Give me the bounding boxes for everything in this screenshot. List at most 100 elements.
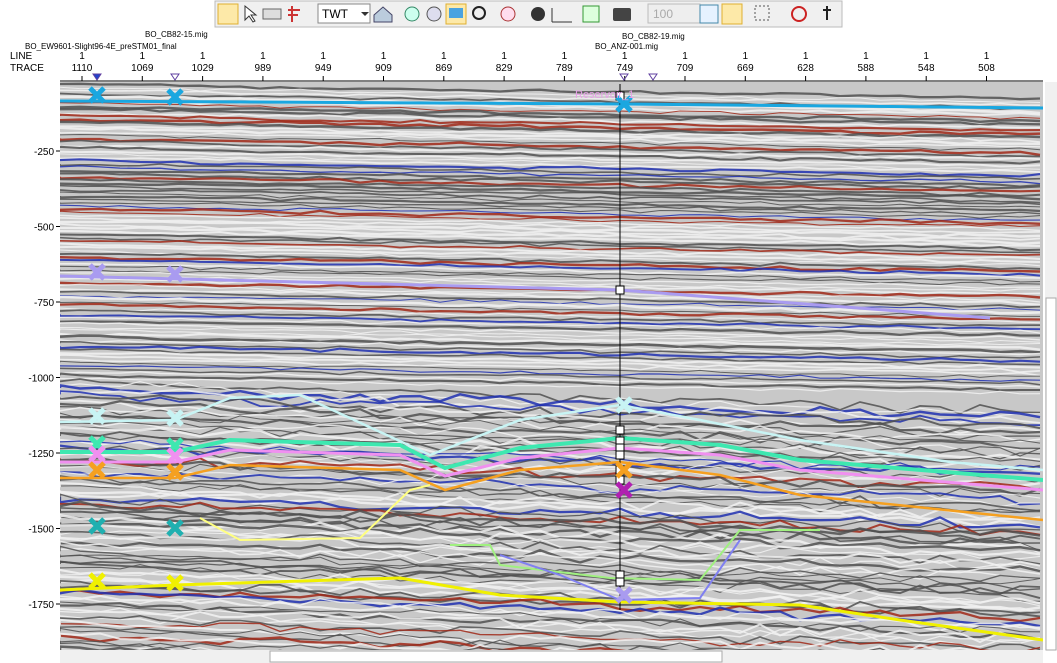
axis-tool[interactable] — [551, 8, 572, 23]
toolbar: TWT 100 — [214, 0, 843, 28]
reflector — [60, 450, 1041, 488]
dropdown-arrow — [361, 12, 369, 16]
camera-tool[interactable] — [613, 8, 631, 21]
line-number: 1 — [562, 51, 568, 62]
reflector — [60, 229, 1041, 247]
horizon-tie — [615, 396, 633, 414]
reflector — [60, 412, 1041, 444]
pin-tool[interactable] — [823, 6, 831, 20]
reflector — [60, 406, 1041, 440]
select-tool[interactable] — [244, 4, 258, 23]
reflector — [60, 332, 1041, 351]
reflector — [60, 431, 1041, 471]
reflector — [60, 634, 781, 650]
reflector — [60, 371, 1041, 388]
horizon-tie — [166, 265, 184, 283]
horizon-tie — [88, 263, 106, 281]
reflector — [60, 377, 1041, 395]
reflector — [60, 367, 1041, 386]
reflector — [60, 153, 1041, 171]
extent-tool[interactable] — [721, 3, 743, 25]
horizon-tie — [615, 95, 633, 113]
trace-number: 909 — [375, 63, 392, 74]
trace-number: 829 — [496, 63, 513, 74]
line-number: 1 — [260, 51, 266, 62]
reflector — [60, 640, 511, 650]
time-tick-label: -1500 — [28, 525, 54, 536]
view-tool[interactable] — [426, 6, 442, 22]
reflector — [60, 283, 1041, 303]
view-tool[interactable] — [404, 6, 420, 22]
reflector — [60, 372, 1040, 392]
reflector — [60, 82, 1041, 101]
reflector — [60, 351, 1041, 369]
reflector — [60, 118, 1041, 136]
line-number: 1 — [441, 51, 447, 62]
reflector — [60, 340, 1041, 359]
reflector — [60, 400, 1041, 435]
home-tool[interactable] — [373, 6, 393, 23]
region-tool[interactable] — [754, 5, 770, 21]
reflector — [60, 496, 1041, 529]
line-number: 1 — [803, 51, 809, 62]
reflector — [60, 388, 1041, 424]
trace-number: 508 — [978, 63, 995, 74]
reflector — [60, 288, 1041, 306]
pan-tool[interactable] — [217, 3, 239, 25]
scroll-thumb[interactable] — [269, 650, 723, 663]
time-tick-label: -250 — [34, 147, 54, 158]
horizon-tie — [615, 586, 633, 604]
fit-icon — [449, 8, 463, 18]
horizons — [60, 84, 1043, 642]
reflector — [60, 256, 1041, 273]
well-label: BO_CB82-19.mig — [622, 32, 685, 41]
horizon-tie — [88, 86, 106, 104]
reflector — [60, 137, 1041, 157]
reflector — [60, 477, 1041, 512]
horizon — [60, 435, 1043, 482]
toolbar-frame — [214, 0, 843, 28]
reflector — [60, 178, 1041, 198]
horizon-label: Reservoir_1 — [575, 89, 634, 101]
hide-tool[interactable] — [791, 6, 807, 22]
line-number: 1 — [200, 51, 206, 62]
reflector — [60, 339, 1041, 356]
line-number: 1 — [682, 51, 688, 62]
line-number: 1 — [320, 51, 326, 62]
flag-tool[interactable] — [288, 6, 300, 22]
reflector — [60, 191, 1041, 208]
reflector — [60, 271, 1040, 289]
reflector — [60, 509, 1041, 542]
reflector — [60, 316, 1041, 334]
reflector — [60, 202, 1041, 219]
reflector — [60, 380, 1041, 416]
reflector — [60, 515, 1041, 553]
reflector — [60, 528, 1041, 560]
reflector — [60, 222, 1041, 241]
reflector — [60, 120, 1041, 139]
link-tool[interactable] — [500, 6, 516, 22]
reflector — [60, 158, 1041, 178]
zoom-tool[interactable] — [472, 6, 486, 20]
notes-tool[interactable] — [582, 5, 600, 23]
reflector — [60, 107, 1041, 127]
scroll-thumb[interactable] — [1045, 297, 1057, 651]
reflector — [60, 568, 1041, 605]
zoom-value: 100 — [653, 7, 673, 21]
reflector — [60, 165, 1041, 185]
domain-select[interactable] — [317, 3, 371, 24]
reflector — [60, 144, 1041, 161]
reflector — [60, 113, 1041, 132]
line-number: 1 — [743, 51, 749, 62]
well-pick — [615, 577, 625, 587]
trace-number: 949 — [315, 63, 332, 74]
percent-tool[interactable] — [699, 4, 719, 24]
reflector — [60, 189, 1041, 206]
measure-tool[interactable] — [262, 8, 282, 20]
reflector — [60, 245, 1041, 264]
reflector — [60, 541, 1041, 573]
reflector — [60, 418, 1041, 451]
well-label: BO_EW9601-Slight96-4E_preSTM01_final — [25, 42, 177, 51]
trace-number: 588 — [858, 63, 875, 74]
binocular-tool[interactable] — [531, 7, 545, 21]
